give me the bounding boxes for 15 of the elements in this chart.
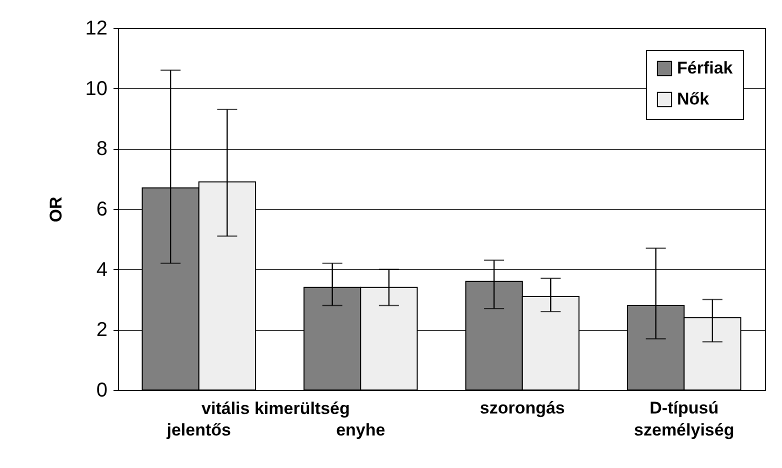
y-tick-label: 12 — [85, 18, 108, 40]
x-tick-label: enyhe — [336, 420, 386, 440]
y-tick-label: 0 — [96, 380, 108, 402]
x-tick-label: D-típusú személyiség — [634, 398, 734, 440]
y-tick-label: 4 — [96, 258, 108, 281]
y-tick-label: 8 — [96, 138, 108, 160]
y-tick-label: 2 — [96, 319, 108, 342]
x-tick-label: jelentős — [166, 420, 231, 440]
x-tick-label: szorongás — [480, 398, 565, 418]
y-axis-title: OR — [46, 196, 66, 222]
y-tick-label: 10 — [85, 78, 108, 100]
legend-label: Férfiak — [677, 58, 734, 78]
legend-label: Nők — [677, 90, 710, 108]
text: vitális kimerültség — [202, 399, 350, 418]
y-tick-label: 6 — [96, 198, 108, 220]
